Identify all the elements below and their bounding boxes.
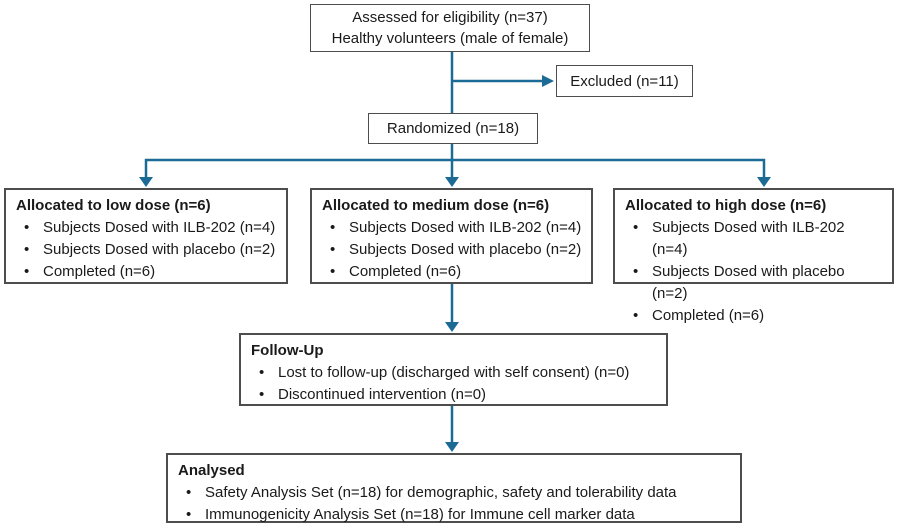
arrowhead-medium-dose	[445, 177, 459, 187]
list-item: Immunogenicity Analysis Set (n=18) for I…	[178, 504, 732, 526]
box-assessed: Assessed for eligibility (n=37) Healthy …	[310, 4, 590, 52]
arrowhead-high-dose	[757, 177, 771, 187]
analysed-title: Analysed	[178, 462, 245, 479]
follow-up-list: Lost to follow-up (discharged with self …	[251, 362, 658, 406]
assessed-line1: Assessed for eligibility (n=37)	[352, 9, 548, 26]
box-high-dose: Allocated to high dose (n=6) Subjects Do…	[613, 188, 894, 327]
arrowhead-analysed	[445, 442, 459, 452]
box-medium-dose: Allocated to medium dose (n=6) Subjects …	[310, 188, 593, 284]
arrowhead-low-dose	[139, 177, 153, 187]
arrowhead-excluded	[542, 75, 554, 87]
list-item: Subjects Dosed with placebo (n=2)	[625, 261, 884, 305]
medium-dose-list: Subjects Dosed with ILB-202 (n=4) Subjec…	[322, 217, 583, 283]
excluded-label: Excluded (n=11)	[570, 72, 679, 90]
list-item: Subjects Dosed with placebo (n=2)	[322, 239, 583, 261]
list-item: Subjects Dosed with ILB-202 (n=4)	[625, 217, 884, 261]
box-low-dose: Allocated to low dose (n=6) Subjects Dos…	[4, 188, 288, 284]
list-item: Subjects Dosed with ILB-202 (n=4)	[16, 217, 278, 239]
list-item: Subjects Dosed with ILB-202 (n=4)	[322, 217, 583, 239]
high-dose-title: Allocated to high dose (n=6)	[625, 197, 827, 214]
list-item: Completed (n=6)	[625, 305, 884, 327]
low-dose-list: Subjects Dosed with ILB-202 (n=4) Subjec…	[16, 217, 278, 283]
low-dose-title: Allocated to low dose (n=6)	[16, 197, 211, 214]
list-item: Discontinued intervention (n=0)	[251, 384, 658, 406]
list-item: Completed (n=6)	[322, 261, 583, 283]
medium-dose-title: Allocated to medium dose (n=6)	[322, 197, 550, 214]
assessed-line2: Healthy volunteers (male of female)	[331, 30, 569, 47]
list-item: Safety Analysis Set (n=18) for demograph…	[178, 482, 732, 504]
analysed-list: Safety Analysis Set (n=18) for demograph…	[178, 482, 732, 526]
box-analysed: Analysed Safety Analysis Set (n=18) for …	[166, 453, 742, 526]
connector-randomized-branch	[144, 144, 766, 178]
high-dose-list: Subjects Dosed with ILB-202 (n=4) Subjec…	[625, 217, 884, 327]
randomized-label: Randomized (n=18)	[386, 120, 520, 137]
list-item: Subjects Dosed with placebo (n=2)	[16, 239, 278, 261]
arrowhead-followup	[445, 322, 459, 332]
box-randomized: Randomized (n=18)	[368, 113, 538, 144]
box-follow-up: Follow-Up Lost to follow-up (discharged …	[239, 333, 668, 406]
list-item: Lost to follow-up (discharged with self …	[251, 362, 658, 384]
box-excluded: Excluded (n=11)	[556, 65, 693, 97]
list-item: Completed (n=6)	[16, 261, 278, 283]
follow-up-title: Follow-Up	[251, 342, 324, 359]
